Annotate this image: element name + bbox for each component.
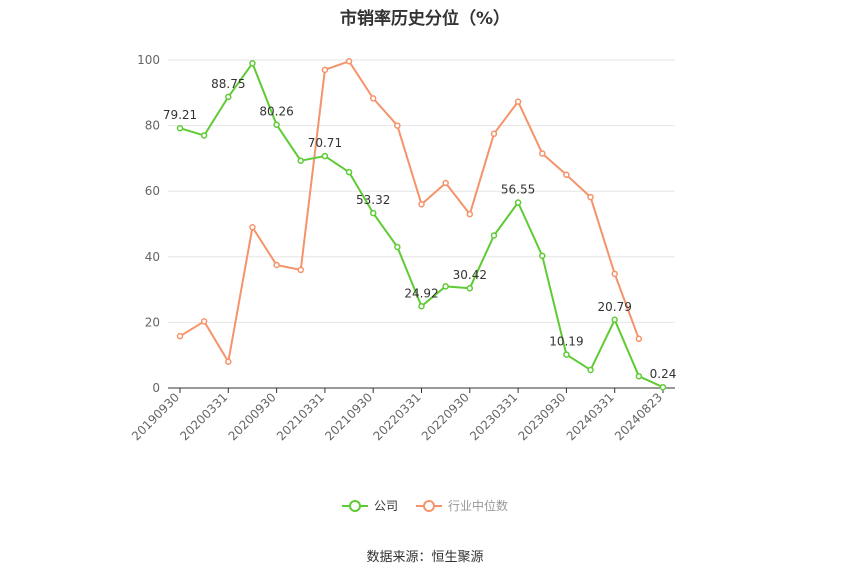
data-point-company-5	[297, 157, 304, 164]
data-point-company-11	[442, 283, 449, 290]
data-point-company-16	[563, 351, 570, 358]
data-point-company-7	[345, 168, 353, 176]
data-label-company-14: 56.55	[501, 183, 535, 197]
axes: 0204060801002019093020200331202009302021…	[129, 53, 675, 443]
legend-label-industry-median: 行业中位数	[448, 499, 509, 513]
data-labels: 79.21 88.75 80.26 70.71 53.32 24.92 30.42 56.55…	[163, 77, 677, 381]
data-label-company-6: 70.71	[308, 136, 342, 150]
data-point-company-19	[635, 372, 643, 380]
data-label-company-12: 30.42	[453, 268, 487, 282]
legend: 公司 行业中位数	[0, 497, 850, 514]
data-point-company-6	[321, 152, 329, 160]
data-point-company-17	[587, 366, 594, 374]
x-tick-label-20190930: 20190930	[129, 390, 182, 443]
series	[176, 58, 667, 391]
data-point-industry-median-3	[249, 224, 256, 231]
x-tick-label-20240331: 20240331	[564, 390, 617, 443]
data-point-industry-median-6	[321, 66, 329, 74]
data-point-industry-median-11	[442, 179, 449, 187]
data-point-company-15	[539, 252, 546, 260]
x-tick-label-20220331: 20220331	[371, 390, 424, 443]
data-label-company-18: 20.79	[598, 300, 632, 314]
data-point-industry-median-1	[200, 318, 208, 325]
data-point-industry-median-0	[176, 332, 184, 340]
data-point-industry-median-16	[563, 171, 570, 179]
gridlines	[168, 59, 675, 323]
chart-title: 市销率历史分位（%）	[339, 9, 511, 29]
data-point-company-10	[418, 303, 425, 310]
y-tick-label-80: 80	[145, 119, 160, 133]
data-label-company-8: 53.32	[356, 193, 390, 207]
series-line-industry-median	[179, 60, 640, 363]
y-tick-label-100: 100	[137, 53, 160, 67]
data-point-company-4	[273, 121, 280, 128]
data-label-company-10: 24.92	[404, 286, 438, 300]
data-label-company-2: 88.75	[211, 77, 245, 91]
data-point-industry-median-12	[466, 210, 474, 218]
data-point-industry-median-17	[587, 193, 594, 201]
data-point-company-0	[176, 124, 184, 132]
x-tick-label-20230331: 20230331	[467, 390, 520, 443]
x-tick-label-20200930: 20200930	[226, 390, 279, 443]
x-tick-label-20230930: 20230930	[515, 390, 568, 443]
data-point-company-18	[611, 316, 618, 324]
data-point-industry-median-15	[539, 150, 546, 157]
data-point-company-13	[490, 232, 498, 239]
x-tick-label-20200331: 20200331	[177, 390, 230, 443]
data-point-industry-median-19	[635, 335, 643, 343]
data-point-company-20	[659, 383, 667, 391]
data-point-industry-median-7	[345, 58, 353, 65]
data-point-industry-median-10	[418, 201, 425, 208]
x-tick-label-20210331: 20210331	[274, 390, 327, 443]
legend-item-company[interactable]: 公司	[341, 497, 398, 514]
legend-label-company: 公司	[373, 499, 398, 513]
legend-swatch-company	[341, 499, 368, 513]
data-point-industry-median-14	[514, 98, 522, 105]
data-point-company-8	[369, 209, 377, 217]
data-point-company-12	[466, 284, 474, 292]
source-note: 数据来源：恒生聚源	[366, 550, 484, 565]
data-point-industry-median-5	[297, 266, 304, 274]
data-label-company-0: 79.21	[163, 108, 197, 122]
data-point-company-3	[249, 60, 256, 67]
data-point-company-1	[200, 132, 208, 139]
legend-swatch-industry-median	[416, 499, 442, 513]
data-point-company-9	[394, 243, 401, 251]
x-tick-label-20220930: 20220930	[419, 390, 472, 443]
data-point-industry-median-13	[490, 130, 498, 138]
x-tick-label-20240823: 20240823	[612, 390, 665, 443]
data-label-company-4: 80.26	[259, 105, 293, 119]
data-point-industry-median-8	[369, 95, 377, 102]
data-point-industry-median-4	[273, 261, 280, 269]
y-tick-label-20: 20	[145, 315, 160, 329]
y-tick-label-60: 60	[145, 184, 160, 198]
y-tick-label-40: 40	[145, 250, 160, 264]
data-point-industry-median-9	[394, 122, 401, 129]
data-label-company-16: 10.19	[549, 335, 583, 349]
x-tick-label-20210930: 20210930	[322, 390, 375, 443]
data-point-company-14	[514, 199, 522, 206]
data-label-company-20: 0.24	[650, 367, 677, 381]
y-tick-label-0: 0	[152, 381, 160, 395]
data-point-industry-median-18	[611, 270, 618, 278]
legend-item-industry-median[interactable]: 行业中位数	[416, 497, 508, 514]
data-point-industry-median-2	[225, 358, 232, 366]
data-point-company-2	[225, 93, 232, 101]
